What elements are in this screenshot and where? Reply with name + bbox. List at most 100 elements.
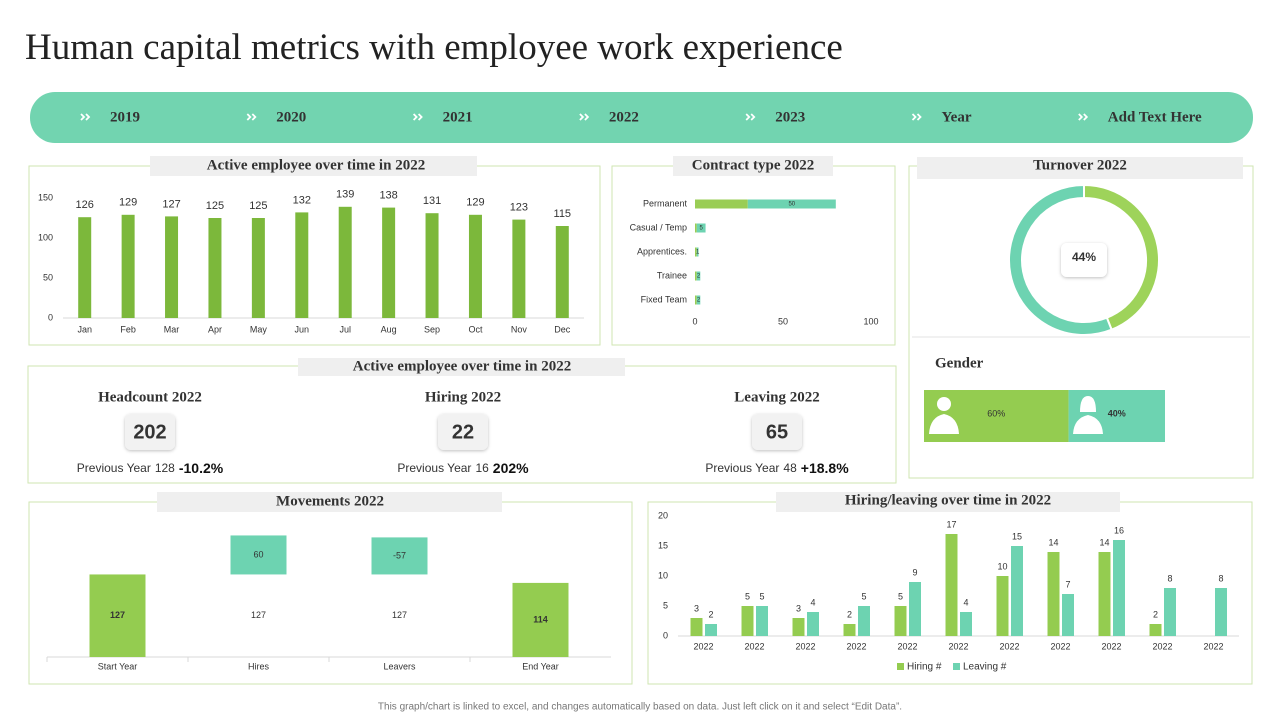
bar <box>1047 552 1060 636</box>
chart-title: Turnover 2022 <box>1033 157 1127 173</box>
x-tick-label: Nov <box>511 324 528 334</box>
x-tick-label: 2022 <box>1203 641 1223 651</box>
bar <box>945 534 958 636</box>
value-label: 115 <box>554 208 572 220</box>
value-label: 17 <box>946 519 956 529</box>
bar <box>741 606 754 636</box>
value-label: 123 <box>510 202 528 214</box>
bar <box>121 214 135 318</box>
kpi-box <box>752 414 802 450</box>
bar <box>960 612 972 636</box>
y-tick-label: 15 <box>658 540 668 550</box>
x-tick-label: Mar <box>164 324 180 334</box>
bar <box>1113 540 1125 636</box>
nav-item[interactable]: 2022 <box>609 109 639 125</box>
x-tick-label: Jan <box>77 324 92 334</box>
donut-segment <box>1008 183 1113 336</box>
y-tick-label: Permanent <box>643 198 688 208</box>
nav-item[interactable]: 2021 <box>443 109 473 125</box>
x-tick-label: 2022 <box>744 641 764 651</box>
value-label: 14 <box>1048 537 1058 547</box>
x-tick-label: 2022 <box>693 641 713 651</box>
panel-header <box>150 156 477 176</box>
value-label: 2 <box>708 609 713 619</box>
bar <box>705 624 717 636</box>
value-label: 129 <box>119 197 137 209</box>
center-label: 44% <box>1072 250 1096 264</box>
change: -10.2% <box>179 460 224 476</box>
value-label: 10 <box>997 561 1007 571</box>
nav-item[interactable]: 2020 <box>276 109 306 125</box>
previous-value: 48 <box>783 461 797 475</box>
value-label: 16 <box>1114 525 1124 535</box>
nav-chevron <box>1078 113 1089 121</box>
nav-item[interactable]: Add Text Here <box>1108 109 1202 125</box>
change: +18.8% <box>801 460 849 476</box>
x-tick-label: 100 <box>863 316 878 326</box>
bar <box>1215 588 1227 636</box>
nav-item[interactable]: Year <box>942 109 972 125</box>
x-tick-label: 2022 <box>846 641 866 651</box>
base-label: 127 <box>392 610 407 620</box>
bar <box>512 219 526 318</box>
kpi-previous: Previous Year 16 202% <box>397 460 529 476</box>
bar <box>807 612 819 636</box>
kpi-value: 22 <box>452 421 474 443</box>
x-tick-label: May <box>250 324 268 334</box>
panel-header <box>298 358 625 376</box>
x-tick-label: Leavers <box>383 661 416 671</box>
x-tick-label: 2022 <box>897 641 917 651</box>
kpi-box <box>125 414 175 450</box>
y-tick-label: Casual / Temp <box>630 222 687 232</box>
previous-label: Previous Year <box>77 461 151 475</box>
bar-segment <box>695 247 697 257</box>
kpi: Hiring 2022 22 Previous Year 16 202% <box>397 389 529 475</box>
x-tick-label: Hires <box>248 661 270 671</box>
y-tick-label: 0 <box>48 312 53 322</box>
y-tick-label: Fixed Team <box>641 294 687 304</box>
legend-label: Leaving # <box>963 662 1007 673</box>
section-title: Active employee over time in 2022 <box>353 358 571 374</box>
waterfall-bar <box>371 537 428 575</box>
x-tick-label: 2022 <box>1152 641 1172 651</box>
bar <box>909 582 921 636</box>
chart-title: Movements 2022 <box>276 493 384 509</box>
kpi-label: Leaving 2022 <box>734 389 819 405</box>
bar <box>338 206 352 318</box>
y-tick-label: 150 <box>38 192 53 202</box>
value-label: 8 <box>1167 573 1172 583</box>
kpi-previous: Previous Year 48 +18.8% <box>705 460 849 476</box>
change: 202% <box>493 460 529 476</box>
bar <box>1011 546 1023 636</box>
value-label: 2 <box>1153 609 1158 619</box>
value-label: -57 <box>393 550 406 560</box>
value-label: 138 <box>379 190 397 202</box>
value-label: 114 <box>533 614 548 624</box>
bar <box>843 624 856 636</box>
x-tick-label: 2022 <box>1101 641 1121 651</box>
kpi: Headcount 2022 202 Previous Year 128 -10.2… <box>77 389 224 475</box>
value-label: 129 <box>466 197 484 209</box>
value-label: 9 <box>912 567 917 577</box>
x-tick-label: Oct <box>468 324 483 334</box>
bar <box>555 226 569 318</box>
bar <box>792 618 805 636</box>
bar <box>1149 624 1162 636</box>
bar <box>382 207 396 318</box>
nav-item[interactable]: 2023 <box>775 109 805 125</box>
x-tick-label: Jul <box>339 324 351 334</box>
x-tick-label: Sep <box>424 324 440 334</box>
value-label: 4 <box>810 597 815 607</box>
bar-segment <box>695 199 748 209</box>
x-tick-label: 50 <box>778 316 788 326</box>
bar <box>1062 594 1074 636</box>
value-label: 5 <box>861 591 866 601</box>
x-tick-label: Apr <box>208 324 222 334</box>
kpi-label: Hiring 2022 <box>425 389 501 405</box>
value-label: 60% <box>987 408 1005 418</box>
y-tick-label: 50 <box>43 272 53 282</box>
kpi-value: 202 <box>133 421 166 443</box>
x-tick-label: 2022 <box>1050 641 1070 651</box>
nav-item[interactable]: 2019 <box>110 109 140 125</box>
value-label: 126 <box>76 199 94 211</box>
